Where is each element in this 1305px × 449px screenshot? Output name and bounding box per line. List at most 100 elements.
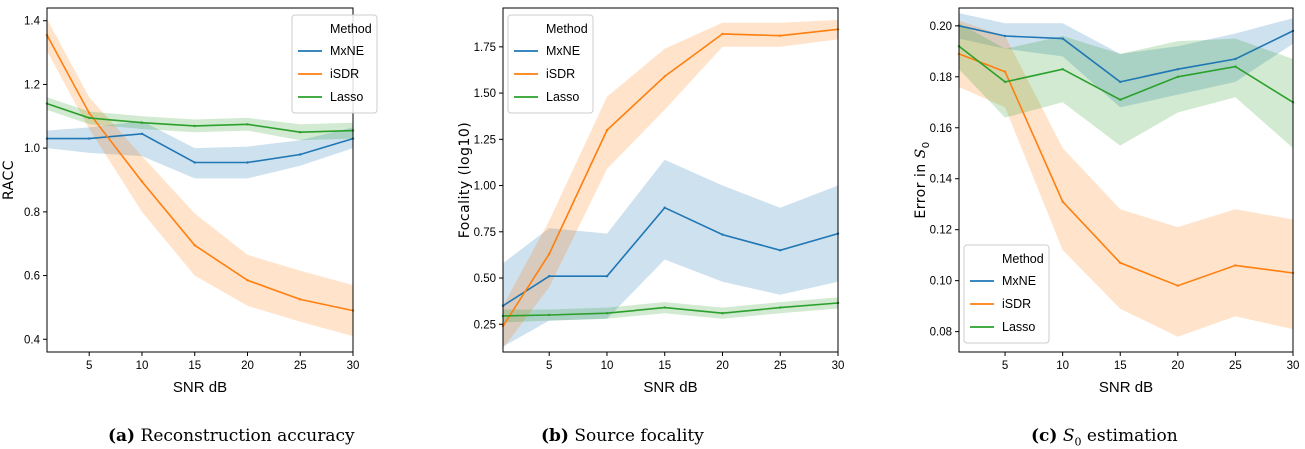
confidence-band-mxne [503,159,838,347]
data-point-mxne [1119,80,1122,84]
data-point-mxne [1176,68,1180,71]
caption-a: (a) Reconstruction accuracy [108,426,355,446]
chart-panel-a: 5 10 15 20 25 30 0.4 0.6 0.8 1.0 1.2 1.4 SNR dB RACC M… [1,7,378,396]
x-tick-label: 10 [601,360,614,372]
legend-label-mxne: MxNE [546,44,580,58]
data-point-lasso [140,121,144,124]
caption-b: (b) Source focality [541,426,704,446]
legend-box [963,244,1050,344]
y-tick-label: 0.10 [930,276,952,288]
legend-title: Method [330,22,372,36]
y-tick-label: 0.50 [474,273,496,285]
data-point-mxne [548,275,551,278]
data-point-isdr [663,75,666,78]
x-axis-label: SNR dB [643,379,697,396]
y-tick-label: 0.6 [24,271,40,283]
axes-frame [46,7,354,353]
x-tick-label: 15 [1114,360,1127,372]
y-tick-label: 0.12 [930,225,952,237]
x-tick-label: 10 [136,360,149,372]
data-point-isdr [1003,70,1007,73]
data-point-isdr [548,252,551,256]
legend-title: Method [546,22,588,36]
data-point-lasso [246,123,249,126]
data-point-lasso [88,116,91,120]
data-point-mxne [193,161,196,164]
confidence-band-mxne [959,13,1293,108]
x-tick-label: 25 [294,360,307,372]
x-tick-label: 25 [1229,360,1242,372]
data-point-isdr [299,298,302,301]
axes-frame [958,7,1294,353]
y-tick-label: 0.75 [474,227,496,239]
caption-a-label: (a) [108,426,136,446]
data-point-isdr [246,279,249,282]
data-point-isdr [721,32,724,36]
legend-label-isdr: iSDR [1002,297,1031,311]
data-point-mxne [721,233,724,236]
y-axis-label: Error in S0 [913,141,932,218]
y-tick-label: 1.2 [24,79,40,91]
legend: Method MxNE iSDR Lasso [507,14,594,114]
y-tick-label: 0.20 [930,21,952,33]
data-point-lasso [721,312,724,315]
data-point-lasso [299,131,302,134]
data-point-mxne [1234,57,1237,61]
data-point-mxne [605,275,609,278]
x-tick-label: 5 [546,360,552,372]
y-tick-label: 0.4 [24,334,41,346]
data-point-mxne [1003,34,1007,38]
figure: 5 10 15 20 25 30 0.4 0.6 0.8 1.0 1.2 1.4 SNR dB RACC M… [1,7,1300,396]
data-point-isdr [1119,261,1122,264]
data-point-isdr [779,34,782,37]
y-axis-label: RACC [1,160,17,200]
caption-c-label: (c) [1031,426,1058,446]
y-tick-label: 1.75 [474,42,496,54]
x-tick-label: 30 [347,360,360,372]
x-tick-label: 20 [241,360,254,372]
x-tick-label: 10 [1056,360,1069,372]
data-point-mxne [663,206,666,209]
x-tick-label: 15 [658,360,671,372]
x-axis-label: SNR dB [173,379,227,396]
y-tick-label: 0.16 [930,123,952,135]
x-tick-label: 20 [716,360,729,372]
data-point-isdr [1234,264,1237,267]
legend-label-lasso: Lasso [1002,320,1035,334]
chart-panel-c: 5 10 15 20 25 30 0.08 0.10 0.12 0.14 0.16 0.18 0.20 S… [913,7,1300,396]
data-point-lasso [1061,68,1064,71]
caption-b-label: (b) [541,426,569,446]
x-tick-label: 25 [774,360,787,372]
legend-box [507,14,594,114]
y-tick-label: 0.18 [930,72,952,84]
y-tick-label: 0.25 [474,319,496,331]
data-point-lasso [779,306,782,309]
data-point-lasso [548,313,551,317]
x-tick-label: 30 [1287,360,1300,372]
data-point-lasso [663,306,666,309]
data-point-isdr [88,111,91,115]
data-point-mxne [299,153,302,156]
x-tick-label: 15 [188,360,201,372]
confidence-band-isdr [503,20,838,349]
legend: Method MxNE iSDR Lasso [963,244,1050,344]
y-tick-label: 1.4 [24,16,41,28]
data-point-lasso [1119,98,1122,101]
caption-c: (c) S0 estimation [1031,426,1178,448]
legend-label-mxne: MxNE [330,44,364,58]
x-tick-label: 20 [1171,360,1184,372]
legend-label-lasso: Lasso [546,90,579,104]
legend-label-lasso: Lasso [330,90,363,104]
axes-frame [502,7,839,353]
legend-label-isdr: iSDR [330,67,359,81]
x-tick-label: 5 [86,360,92,372]
caption-c-text: estimation [1086,426,1178,446]
y-tick-label: 0.08 [930,327,952,339]
y-axis-label: Focality (log10) [457,122,473,238]
data-point-lasso [1176,75,1180,79]
data-point-mxne [779,249,782,252]
legend-title: Method [1002,252,1044,266]
data-point-isdr [605,128,609,132]
data-point-isdr [1061,200,1064,203]
confidence-band-isdr [959,20,1293,337]
